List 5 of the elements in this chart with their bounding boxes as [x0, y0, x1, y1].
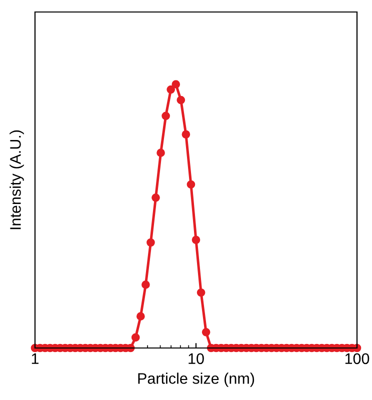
x-tick-label: 1 — [32, 353, 39, 364]
x-tick-label: 10 — [188, 353, 204, 364]
y-axis-title: Intensity (A.U.) — [10, 130, 24, 230]
x-tick-label: 100 — [345, 353, 370, 364]
x-axis-title: Particle size (nm) — [138, 372, 254, 387]
